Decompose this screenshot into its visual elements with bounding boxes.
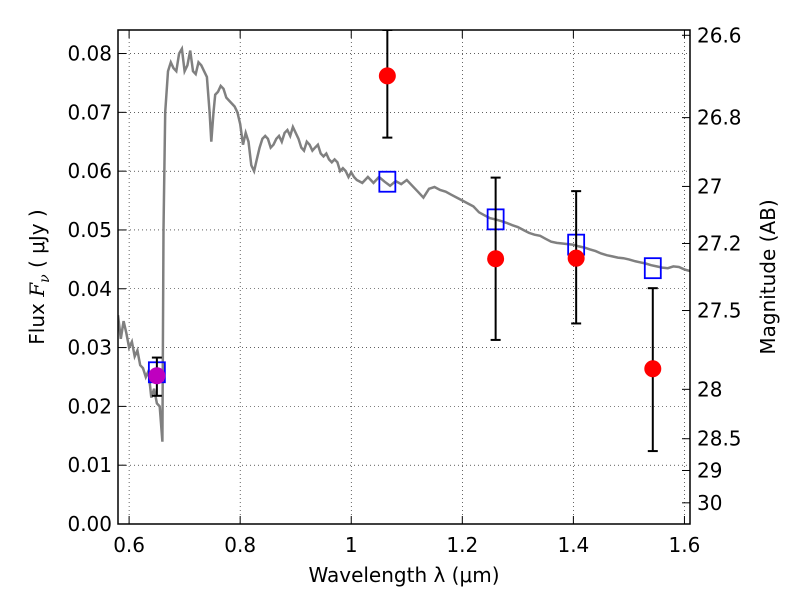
observed-flux-point [378, 67, 396, 85]
x-tick-label: 1.6 [669, 533, 701, 557]
x-tick-label: 0.8 [224, 533, 256, 557]
y-tick-label: 0.01 [67, 453, 112, 477]
plot-frame [117, 29, 691, 525]
model-photometry-marker [643, 257, 662, 280]
observed-flux-point [567, 249, 585, 267]
y-tick-label: 0.05 [67, 218, 112, 242]
magnitude-tick-label: 27.2 [697, 231, 742, 255]
model-spectrum-line [118, 45, 690, 442]
magnitude-tick-label: 27 [697, 174, 722, 198]
magnitude-tick-label: 26.8 [697, 106, 742, 130]
observed-flux-point [487, 250, 505, 268]
x-tick-label: 1.2 [446, 533, 478, 557]
x-tick-label: 0.6 [113, 533, 145, 557]
y-tick-label: 0.06 [67, 159, 112, 183]
y-tick-label: 0.02 [67, 394, 112, 418]
x-tick-label: 1 [345, 533, 358, 557]
magnitude-tick-label: 27.5 [697, 299, 742, 323]
model-photometry-marker [378, 170, 397, 193]
observed-flux-point [148, 367, 166, 385]
right-axis-title: Magnitude (AB) [756, 199, 780, 354]
y-tick-label: 0.07 [67, 100, 112, 124]
plot-area [118, 30, 690, 453]
y-tick-label: 0.00 [67, 512, 112, 536]
magnitude-tick-label: 28.5 [697, 427, 742, 451]
magnitude-tick-label: 30 [697, 491, 722, 515]
y-tick-label: 0.04 [67, 277, 112, 301]
magnitude-tick-label: 28 [697, 377, 722, 401]
magnitude-tick-label: 26.6 [697, 23, 742, 47]
y-tick-label: 0.03 [67, 336, 112, 360]
x-tick-label: 1.4 [557, 533, 589, 557]
y-tick-label: 0.08 [67, 42, 112, 66]
y-axis-title: Flux Fν ( μJy ) [25, 209, 53, 344]
x-axis-title: Wavelength λ (μm) [308, 563, 499, 587]
observed-flux-point [644, 360, 662, 378]
magnitude-tick-label: 29 [697, 458, 722, 482]
